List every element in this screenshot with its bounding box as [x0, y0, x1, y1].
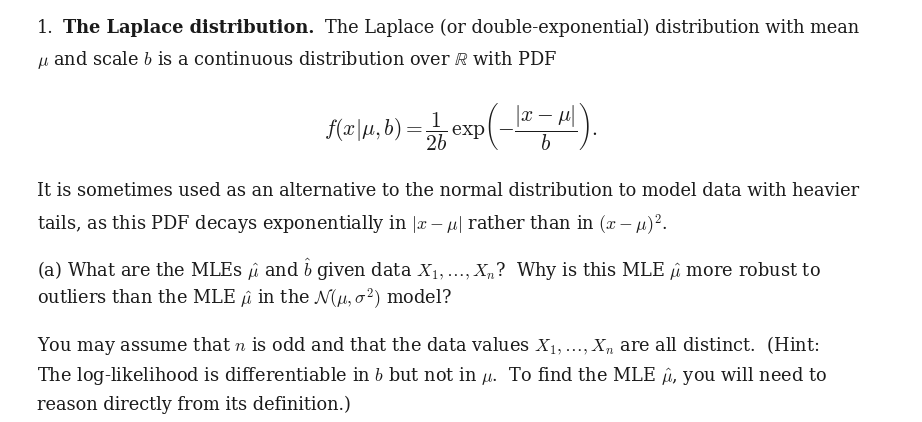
- Text: The log-likelihood is differentiable in $b$ but not in $\mu$.  To find the MLE $: The log-likelihood is differentiable in …: [37, 365, 827, 387]
- Text: The Laplace (or double-exponential) distribution with mean: The Laplace (or double-exponential) dist…: [325, 19, 858, 37]
- Text: The Laplace distribution.: The Laplace distribution.: [63, 19, 314, 37]
- Text: $f(x|\mu, b) = \dfrac{1}{2b}\,\exp\!\left(-\dfrac{|x - \mu|}{b}\right).$: $f(x|\mu, b) = \dfrac{1}{2b}\,\exp\!\lef…: [324, 101, 598, 152]
- Text: tails, as this PDF decays exponentially in $|x - \mu|$ rather than in $(x - \mu): tails, as this PDF decays exponentially …: [37, 213, 668, 238]
- Text: (a) What are the MLEs $\hat{\mu}$ and $\hat{b}$ given data $X_1, \ldots, X_n$?  : (a) What are the MLEs $\hat{\mu}$ and $\…: [37, 257, 821, 283]
- Text: It is sometimes used as an alternative to the normal distribution to model data : It is sometimes used as an alternative t…: [37, 182, 859, 200]
- Text: 1.: 1.: [37, 19, 53, 37]
- Text: outliers than the MLE $\hat{\mu}$ in the $\mathcal{N}(\mu, \sigma^2)$ model?: outliers than the MLE $\hat{\mu}$ in the…: [37, 287, 452, 312]
- Text: You may assume that $n$ is odd and that the data values $X_1, \ldots, X_n$ are a: You may assume that $n$ is odd and that …: [37, 334, 820, 357]
- Text: $\mu$ and scale $b$ is a continuous distribution over $\mathbb{R}$ with PDF: $\mu$ and scale $b$ is a continuous dist…: [37, 49, 557, 71]
- Text: reason directly from its definition.): reason directly from its definition.): [37, 396, 350, 414]
